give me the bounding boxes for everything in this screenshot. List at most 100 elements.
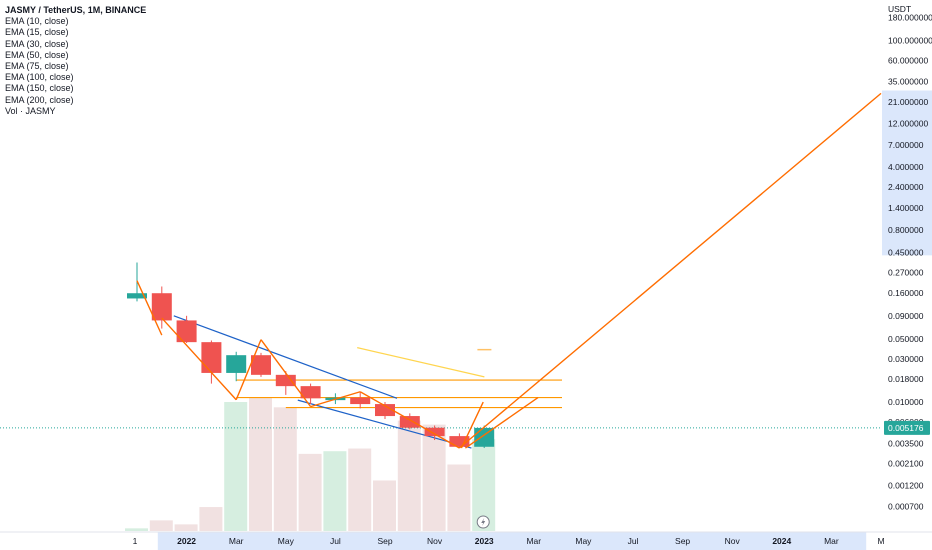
candle-body [375, 404, 395, 417]
candle[interactable] [300, 383, 321, 405]
candle[interactable] [226, 351, 247, 382]
volume-bar [397, 420, 421, 531]
trend-line[interactable] [136, 280, 163, 336]
candle[interactable] [350, 391, 371, 409]
indicator-ema-10[interactable]: EMA (10, close) [5, 16, 69, 27]
trend-line[interactable] [235, 339, 262, 401]
volume-bar [472, 439, 496, 531]
candle-body [449, 436, 470, 447]
time-axis-highlight [157, 532, 867, 550]
volume-bar [273, 407, 297, 531]
trend-line[interactable] [260, 339, 312, 408]
trend-line[interactable] [465, 397, 539, 449]
price-tick-label: 0.050000 [888, 334, 924, 344]
candle[interactable] [201, 340, 222, 384]
channel-line[interactable] [173, 315, 398, 399]
price-axis-highlight [882, 90, 932, 256]
volume-bar [422, 424, 446, 531]
price-tick-label: 2.400000 [888, 182, 924, 192]
indicator-volume[interactable]: Vol · JASMY [5, 105, 56, 116]
time-tick-label: Nov [427, 536, 443, 546]
time-tick-label: Mar [229, 536, 244, 546]
time-tick-label: 2024 [772, 536, 791, 546]
candle-body [151, 293, 172, 321]
candle-body [176, 320, 197, 343]
candle-body [251, 355, 271, 375]
volume-bar [149, 520, 173, 531]
candle-body [226, 355, 247, 373]
time-tick-label: 2022 [177, 536, 196, 546]
lightning-icon[interactable] [476, 515, 490, 529]
trend-line[interactable] [359, 391, 460, 449]
price-tick-label: 60.000000 [888, 56, 928, 66]
indicator-ema-150[interactable]: EMA (150, close) [5, 83, 74, 94]
time-tick-label: May [575, 536, 592, 546]
candle[interactable] [275, 371, 296, 395]
candle-body [275, 374, 296, 387]
price-tick-label: 35.000000 [888, 77, 928, 87]
trend-line[interactable] [161, 317, 237, 401]
lightning-icon-bolt [481, 518, 486, 526]
candle-body [474, 427, 495, 447]
price-tick-label: 4.000000 [888, 162, 924, 172]
trend-line[interactable] [460, 401, 484, 449]
candle[interactable] [399, 413, 420, 430]
volume-bar [224, 401, 248, 531]
time-tick-label: 1 [133, 536, 138, 546]
candle[interactable] [176, 315, 197, 344]
price-tick-label: 7.000000 [888, 140, 924, 150]
price-tick-label: 0.450000 [888, 248, 924, 258]
price-tick-label: 0.018000 [888, 374, 924, 384]
candle-body [127, 293, 147, 299]
indicator-ema-200[interactable]: EMA (200, close) [5, 94, 74, 105]
time-tick-label: 2023 [475, 536, 494, 546]
volume-bar [298, 453, 322, 531]
price-tick-label: 0.003500 [888, 438, 924, 448]
price-axis-unit: USDT [888, 4, 911, 14]
volume-bar [199, 507, 223, 531]
last-price-badge [884, 420, 930, 435]
time-tick-label: Mar [526, 536, 541, 546]
candle[interactable] [474, 425, 495, 449]
time-tick-label: May [278, 536, 295, 546]
candle-body [201, 342, 222, 373]
candle[interactable] [424, 425, 445, 441]
volume-bar [125, 528, 148, 531]
time-tick-label: Jul [330, 536, 341, 546]
symbol-title[interactable]: JASMY / TetherUS, 1M, BINANCE [5, 5, 147, 15]
price-tick-label: 0.800000 [888, 225, 924, 235]
volume-bar [373, 480, 396, 531]
candle-body [300, 386, 321, 399]
price-tick-label: 0.090000 [888, 311, 924, 321]
indicator-ema-75[interactable]: EMA (75, close) [5, 61, 69, 72]
volume-bar [323, 451, 347, 531]
volume-bar [348, 448, 372, 531]
candle[interactable] [151, 286, 172, 329]
indicator-ema-100[interactable]: EMA (100, close) [5, 72, 74, 83]
trend-line[interactable] [458, 92, 882, 449]
volume-bar [447, 464, 471, 531]
candle[interactable] [251, 352, 271, 377]
trend-line[interactable] [310, 391, 361, 408]
last-price-label: 0.005176 [888, 423, 924, 433]
candle[interactable] [449, 433, 470, 449]
channel-line[interactable] [297, 399, 472, 449]
time-tick-label: M [877, 536, 884, 546]
indicator-ema-50[interactable]: EMA (50, close) [5, 49, 69, 60]
price-tick-label: 1.400000 [888, 203, 924, 213]
volume-bar [174, 524, 198, 531]
price-tick-label: 0.000700 [888, 501, 924, 511]
indicator-ema-15[interactable]: EMA (15, close) [5, 27, 69, 38]
time-tick-label: Sep [377, 536, 392, 546]
candle[interactable] [375, 402, 395, 419]
faded-trend-line[interactable] [357, 347, 485, 378]
time-tick-label: Mar [824, 536, 839, 546]
time-tick-label: Sep [675, 536, 690, 546]
price-tick-label: 0.010000 [888, 397, 924, 407]
price-tick-label: 100.000000 [888, 36, 932, 46]
price-tick-label: 0.030000 [888, 354, 924, 364]
time-tick-label: Jul [628, 536, 639, 546]
indicator-ema-30[interactable]: EMA (30, close) [5, 38, 69, 49]
price-tick-label: 12.000000 [888, 119, 928, 129]
